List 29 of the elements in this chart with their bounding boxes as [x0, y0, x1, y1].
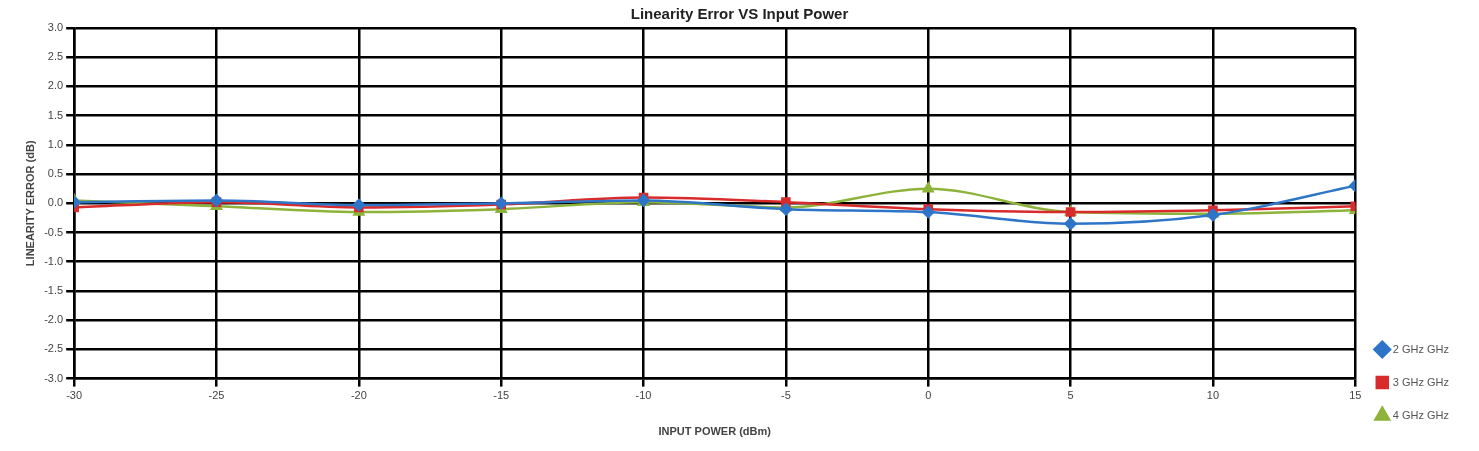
y-tick-label: 0.5	[47, 167, 64, 180]
x-tick-label: 0	[925, 389, 932, 402]
x-tick-label: -10	[635, 389, 652, 402]
y-tick-label: -2.5	[44, 342, 64, 355]
x-tick-label: -5	[780, 389, 791, 402]
legend-label: 2 GHz GHz	[1392, 342, 1449, 355]
y-tick-label: -0.5	[44, 225, 64, 238]
y-tick-label: 3.0	[47, 21, 64, 34]
y-tick-label: -1.5	[44, 283, 64, 296]
legend-label: 4 GHz GHz	[1392, 408, 1449, 421]
x-tick-label: -15	[493, 389, 510, 402]
y-tick-label: -2.0	[44, 313, 64, 326]
y-axis-title: LINEARITY ERROR (dB)	[23, 140, 36, 267]
x-tick-label: 10	[1206, 389, 1220, 402]
y-tick-label: 1.0	[47, 137, 64, 150]
x-tick-label: -25	[208, 389, 225, 402]
x-axis-title: INPUT POWER (dBm)	[658, 425, 772, 438]
y-tick-label: 2.0	[47, 79, 64, 92]
chart-title: Linearity Error VS Input Power	[630, 5, 849, 23]
y-tick-label: 1.5	[47, 108, 64, 121]
y-tick-label: 0.0	[47, 196, 64, 209]
y-tick-label: -3.0	[44, 371, 64, 384]
legend-label: 3 GHz GHz	[1392, 375, 1449, 388]
y-tick-label: 2.5	[47, 50, 64, 63]
x-tick-label: 15	[1349, 389, 1362, 402]
x-tick-label: -30	[66, 389, 83, 402]
x-tick-label: -20	[350, 389, 367, 402]
y-tick-label: -1.0	[44, 254, 64, 267]
x-tick-label: 5	[1067, 389, 1074, 402]
